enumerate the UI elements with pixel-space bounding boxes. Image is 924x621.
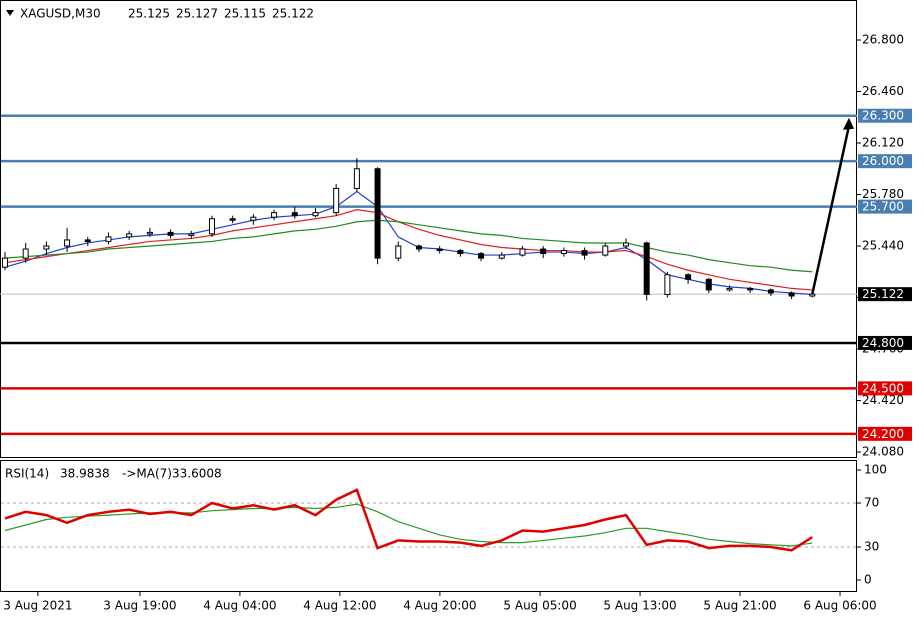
candle-body [540, 248, 547, 255]
candle-body [22, 248, 29, 259]
rsi-value: 38.9838 [60, 467, 110, 481]
current-price-box [858, 287, 912, 302]
candle-body [788, 292, 795, 297]
candle-body [374, 168, 381, 259]
x-tick-label: 4 Aug 12:00 [303, 599, 376, 613]
candle-body [726, 287, 733, 291]
y-tick-label: 26.460 [862, 84, 904, 98]
x-tick-label: 3 Aug 19:00 [103, 599, 176, 613]
level-label: 25.700 [862, 200, 904, 214]
candle-body [43, 245, 50, 250]
candle-body [685, 274, 692, 280]
rsi-line [4, 503, 813, 547]
arrow-head [843, 117, 854, 130]
projection-arrow [811, 125, 851, 295]
rsi-title: RSI(14) [5, 467, 49, 481]
level-label-box [858, 199, 912, 214]
level-label-box [858, 335, 912, 350]
candle-body [457, 250, 464, 255]
candle-body [395, 245, 402, 259]
moving-average [4, 190, 813, 296]
candle-body [436, 248, 443, 252]
y-tick-label: 100 [864, 463, 887, 477]
candle-body [291, 212, 298, 217]
candle-body [64, 239, 71, 247]
low-value: 25.115 [224, 7, 266, 21]
price-panel [0, 0, 857, 458]
level-label-box [858, 426, 912, 441]
candle-body [105, 236, 112, 242]
x-tick-label: 5 Aug 21:00 [703, 599, 776, 613]
candle-body [602, 245, 609, 256]
candle-body [167, 231, 174, 236]
y-tick-label: 0 [864, 573, 872, 587]
candle-body [146, 231, 153, 235]
candle-body [767, 289, 774, 294]
rsi-panel [0, 460, 857, 592]
candle-body [353, 168, 360, 189]
rsi-ma-title: ->MA(7) [122, 467, 172, 481]
rsi-line [4, 488, 813, 552]
candle-body [498, 254, 505, 259]
candle-body [126, 233, 133, 238]
candle-body [581, 250, 588, 256]
candle-body [664, 274, 671, 295]
level-label-box [858, 154, 912, 169]
candle-body [333, 187, 340, 214]
moving-average [4, 209, 813, 291]
candle-body [208, 218, 215, 235]
level-label: 26.300 [862, 109, 904, 123]
x-tick-label: 4 Aug 04:00 [203, 599, 276, 613]
candle-body [415, 245, 422, 250]
candle-body [84, 239, 91, 242]
current-price-label: 25.122 [862, 287, 904, 301]
x-tick-label: 3 Aug 2021 [3, 599, 72, 613]
candle-body [229, 218, 236, 221]
candle-body [188, 233, 195, 236]
x-tick-label: 6 Aug 06:00 [803, 599, 876, 613]
x-tick-label: 4 Aug 20:00 [403, 599, 476, 613]
close-value: 25.122 [272, 7, 314, 21]
y-tick-label: 25.780 [862, 187, 904, 201]
candle-body [622, 242, 629, 247]
candle-body [271, 212, 278, 218]
y-tick-label: 25.440 [862, 238, 904, 252]
candle-body [1, 257, 8, 268]
candle-body [312, 212, 319, 217]
candle-body [643, 242, 650, 295]
moving-average [4, 219, 813, 273]
x-tick-label: 5 Aug 05:00 [503, 599, 576, 613]
candle-body [705, 278, 712, 291]
level-label: 24.200 [862, 427, 904, 441]
candle-body [519, 248, 526, 256]
level-label-box [858, 381, 912, 396]
y-tick-label: 70 [864, 496, 879, 510]
y-tick-label: 24.080 [862, 445, 904, 459]
y-tick-label: 30 [864, 540, 879, 554]
candle-body [560, 250, 567, 255]
candle-body [809, 293, 816, 297]
candle-body [250, 216, 257, 221]
rsi-ma-value: 33.6008 [172, 467, 222, 481]
collapse-triangle[interactable] [6, 10, 14, 16]
level-label: 24.500 [862, 381, 904, 395]
high-value: 25.127 [176, 7, 218, 21]
y-tick-label: 26.800 [862, 32, 904, 46]
level-label: 26.000 [862, 154, 904, 168]
y-tick-label: 26.120 [862, 135, 904, 149]
level-label: 24.800 [862, 336, 904, 350]
x-tick-label: 5 Aug 13:00 [603, 599, 676, 613]
candle-body [747, 287, 754, 291]
level-label-box [858, 108, 912, 123]
y-tick-label: 24.420 [862, 393, 904, 407]
symbol: XAGUSD,M30 [20, 7, 101, 21]
open-value: 25.125 [128, 7, 170, 21]
candle-body [478, 253, 485, 259]
